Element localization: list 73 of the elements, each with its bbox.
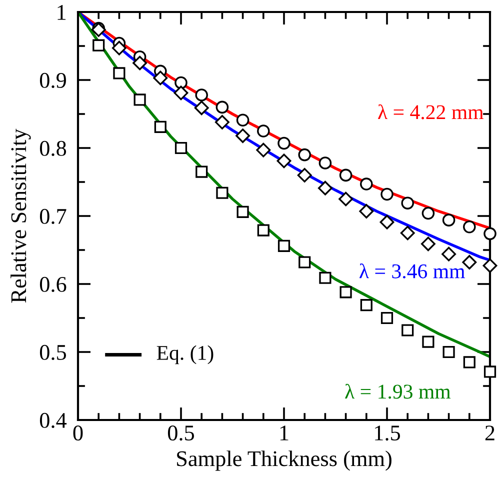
point [174, 142, 188, 154]
x-tick-label: 1.5 [375, 426, 400, 441]
y-axis-title: Relative Sensitivity [10, 128, 31, 303]
point [153, 70, 168, 86]
point [462, 255, 477, 270]
point [340, 286, 352, 298]
point [297, 168, 312, 182]
point [236, 128, 250, 143]
point [134, 94, 146, 106]
y-tick-label: 1 [58, 5, 66, 20]
point [400, 226, 415, 240]
point [194, 100, 209, 116]
point [154, 120, 166, 133]
y-tick-label: 0.4 [40, 412, 67, 428]
x-tick-label: 0 [73, 426, 83, 440]
point [442, 246, 456, 262]
point [257, 224, 270, 236]
x-axis-title: Sample Thickness (mm) [177, 450, 392, 471]
point [132, 56, 148, 70]
point [359, 204, 374, 218]
x-tick-label: 2 [485, 426, 494, 440]
point [216, 186, 228, 199]
y-tick-label: 0.9 [40, 72, 66, 88]
point [276, 154, 292, 168]
point [442, 214, 456, 226]
point [442, 346, 455, 358]
point [216, 100, 229, 114]
annotation: λ = 3.46 mm [359, 263, 465, 278]
point [484, 227, 496, 240]
y-tick-label: 0.5 [40, 344, 66, 360]
point [174, 86, 188, 100]
point [236, 206, 249, 218]
point [196, 166, 208, 178]
point [463, 356, 476, 368]
y-tick-label: 0.6 [40, 276, 66, 292]
y-tick-label: 0.7 [40, 208, 66, 224]
point [339, 168, 352, 182]
point [402, 324, 414, 336]
point [214, 114, 230, 130]
point [298, 256, 311, 268]
point [257, 124, 270, 138]
point [401, 196, 414, 210]
point [319, 272, 332, 284]
annotation: Eq. (1) [156, 345, 214, 364]
point [278, 136, 290, 150]
point [420, 236, 436, 252]
point [422, 206, 435, 220]
point [380, 312, 394, 324]
point [422, 336, 434, 348]
point [463, 220, 476, 234]
point [113, 67, 126, 80]
point [174, 76, 188, 90]
point [380, 188, 394, 201]
x-tick-label: 0.5 [168, 426, 194, 441]
point [380, 214, 394, 230]
point [256, 142, 271, 158]
point [360, 178, 373, 190]
annotation: λ = 1.93 mm [345, 384, 451, 399]
point [195, 88, 208, 102]
point [112, 40, 126, 56]
x-tick-label: 1 [280, 426, 288, 440]
point [318, 156, 332, 170]
annotation: λ = 4.22 mm [378, 104, 484, 120]
point [278, 240, 290, 252]
point [318, 180, 332, 196]
point [92, 39, 105, 52]
point [298, 148, 311, 162]
point [484, 366, 496, 378]
y-tick-label: 0.8 [40, 140, 66, 156]
point [482, 258, 498, 273]
point [236, 114, 250, 127]
point [360, 299, 372, 312]
point [338, 192, 354, 206]
